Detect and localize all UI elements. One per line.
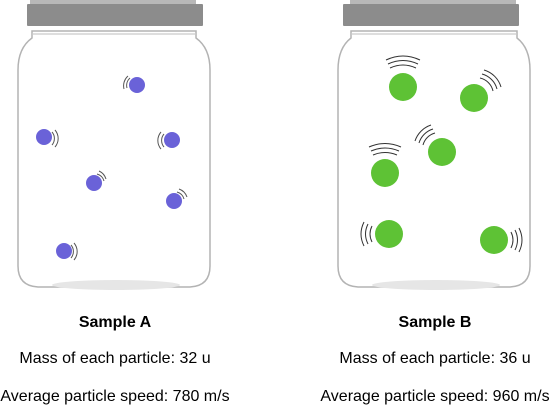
particle <box>386 56 420 101</box>
sample-a-panel: Sample A Mass of each particle: 32 u Ave… <box>0 0 230 405</box>
sample-a-jar <box>0 0 230 300</box>
particle <box>166 189 187 209</box>
sample-title: Sample B <box>320 314 550 332</box>
particle-speed-text: Average particle speed: 780 m/s <box>0 388 230 406</box>
particle <box>460 70 501 112</box>
particle <box>124 76 145 93</box>
particle <box>36 129 58 147</box>
particle <box>415 125 456 166</box>
particle <box>480 226 522 254</box>
particle <box>56 243 77 260</box>
sample-title: Sample A <box>0 314 230 332</box>
jar-lid <box>27 4 203 26</box>
sample-b-jar <box>320 0 550 300</box>
particle-mass-text: Mass of each particle: 32 u <box>0 350 230 368</box>
jar-lid <box>343 4 519 26</box>
particle <box>158 132 180 149</box>
particle <box>369 144 401 188</box>
jar-base-shadow <box>372 280 500 290</box>
jar-body <box>18 31 210 287</box>
sample-b-panel: Sample B Mass of each particle: 36 u Ave… <box>320 0 550 405</box>
particle-speed-text: Average particle speed: 960 m/s <box>320 388 550 406</box>
particle <box>361 220 403 248</box>
jar-base-shadow <box>52 280 180 290</box>
particle <box>86 171 106 191</box>
particle-mass-text: Mass of each particle: 36 u <box>320 350 550 368</box>
